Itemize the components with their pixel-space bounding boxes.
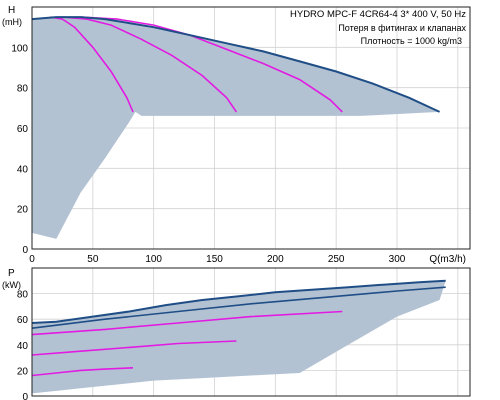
power-ytick-label: 80 (17, 290, 29, 301)
flow-axis-label: Q(m3/h) (429, 254, 466, 265)
head-axis-label: H (8, 5, 15, 16)
head-ytick-label: 20 (17, 205, 29, 216)
power-operating-range (32, 280, 446, 394)
head-ytick-label: 60 (17, 124, 29, 135)
xtick-label: 300 (389, 254, 406, 265)
power-frame (31, 267, 471, 397)
power-ytick-label: 20 (17, 366, 29, 377)
head-curve-2 (62, 16, 238, 113)
power-ytick-label: 60 (17, 315, 29, 326)
power-curve-5 (31, 279, 446, 324)
head-ytick-label: 40 (17, 164, 29, 175)
chart-note: Плотность = 1000 kg/m3 (361, 36, 462, 46)
xtick-label: 0 (29, 254, 35, 265)
power-axis-label: P (8, 268, 15, 279)
head-curve-4 (31, 16, 441, 113)
xtick-label: 250 (328, 254, 345, 265)
head-axis-unit: (mH) (2, 17, 22, 27)
head-frame (31, 6, 471, 250)
chart-note: Потеря в фитингах и клапанах (338, 23, 466, 33)
power-panel (31, 267, 471, 397)
head-panel (31, 6, 471, 250)
power-curve-2 (31, 340, 237, 356)
head-ytick-label: 80 (17, 84, 29, 95)
xtick-label: 50 (87, 254, 99, 265)
head-ytick-label: 0 (22, 245, 28, 256)
chart-title: HYDRO MPC-F 4CR64-4 3* 400 V, 50 Hz (290, 9, 466, 20)
power-curve-1 (31, 367, 134, 377)
head-ytick-label: 100 (11, 43, 28, 54)
xtick-label: 100 (145, 254, 162, 265)
power-ytick-label: 0 (22, 392, 28, 400)
head-curve-3 (80, 16, 343, 113)
power-curve-3 (31, 310, 343, 336)
power-axis-unit: (kW) (2, 280, 21, 290)
power-ytick-label: 40 (17, 341, 29, 352)
xtick-label: 200 (267, 254, 284, 265)
head-curve-1 (50, 16, 134, 113)
xtick-label: 150 (206, 254, 223, 265)
power-curve-4 (31, 286, 446, 329)
